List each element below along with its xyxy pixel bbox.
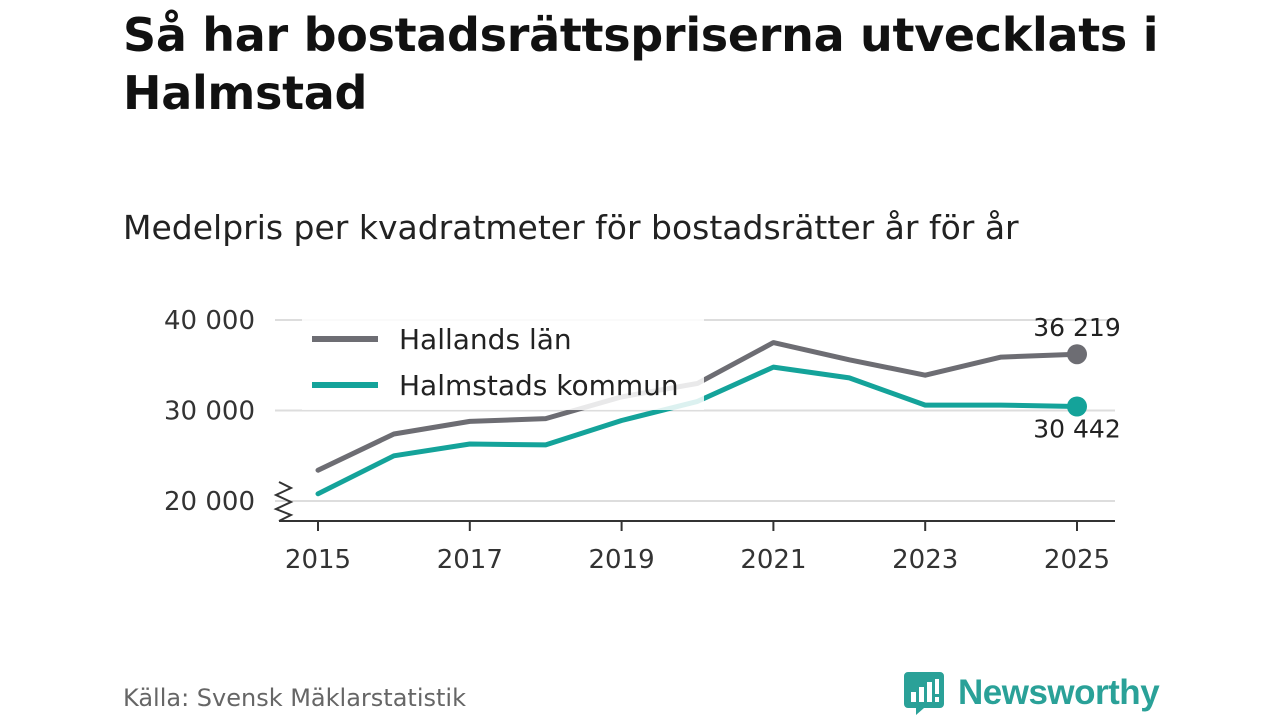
end-value-label: 30 442 — [1033, 414, 1120, 443]
end-point — [1067, 396, 1087, 417]
x-tick-label: 2019 — [589, 545, 655, 575]
brand-name: Newsworthy — [958, 673, 1160, 712]
y-axis-break — [273, 481, 294, 522]
x-tick-label: 2021 — [740, 545, 806, 575]
x-tick-label: 2023 — [892, 545, 958, 575]
end-value-label: 36 219 — [1033, 313, 1120, 342]
y-tick-label: 20 000 — [164, 487, 255, 517]
brand-logo: Newsworthy — [902, 670, 1160, 716]
legend-label: Hallands län — [399, 323, 572, 356]
y-tick-label: 40 000 — [164, 306, 255, 336]
legend: Hallands län Halmstads kommun — [302, 318, 704, 410]
axes: 20 000 30 000 40 000 2015 2017 2019 2021 2023 20… — [164, 306, 1115, 575]
legend-background — [302, 318, 704, 410]
chart-title: Så har bostadsrättspriserna utvecklats i… — [123, 8, 1159, 120]
bar-chart-speech-bubble-icon — [904, 672, 944, 715]
chart-subtitle: Medelpris per kvadratmeter för bostadsrä… — [123, 208, 1019, 247]
source-note: Källa: Svensk Mäklarstatistik — [123, 684, 466, 712]
x-tick-label: 2017 — [437, 545, 503, 575]
legend-label: Halmstads kommun — [399, 369, 679, 402]
x-tick-label: 2015 — [285, 545, 351, 575]
x-tick-label: 2025 — [1044, 545, 1110, 575]
data-labels: 36 219 30 442 — [1033, 313, 1120, 443]
y-tick-label: 30 000 — [164, 397, 255, 427]
end-point — [1067, 344, 1087, 365]
